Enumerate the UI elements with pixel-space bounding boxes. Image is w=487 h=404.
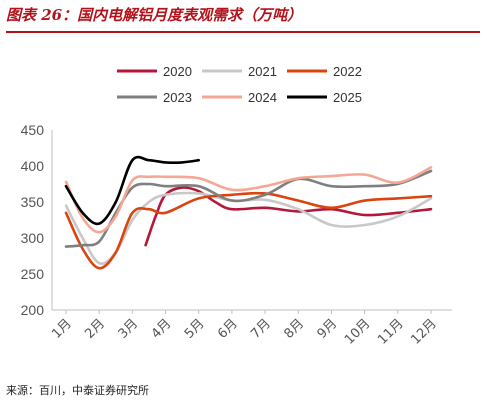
source-note: 来源：百川，中泰证券研究所 [6,384,149,397]
x-tick-label: 12月 [408,316,439,347]
x-tick-label: 9月 [315,316,341,342]
x-tick-label: 8月 [281,316,307,342]
series-line-2023 [64,169,433,248]
series-line-2020 [144,186,433,247]
legend-label-2025: 2025 [333,90,362,105]
legend: 2020 2021 2022 2023 2024 2025 [117,64,362,105]
x-tick-label: 3月 [116,316,142,342]
legend-label-2024: 2024 [248,90,277,105]
series-line-2025 [64,155,200,226]
x-tick-label: 10月 [342,316,373,347]
series-lines [64,155,433,270]
y-tick-label: 400 [21,158,45,174]
chart-title: 图表 26：国内电解铝月度表观需求（万吨） [6,6,303,24]
legend-label-2020: 2020 [163,64,192,79]
x-axis: 1月 2月 3月 4月 5月 6月 7月 8月 9月 10月 11月 12月 [49,309,452,348]
legend-label-2023: 2023 [163,90,192,105]
legend-label-2021: 2021 [248,64,277,79]
x-tick-label: 7月 [248,316,274,342]
x-tick-label: 2月 [82,316,108,342]
y-axis: 200 250 300 350 400 450 [21,122,53,318]
y-tick-label: 450 [21,122,45,138]
x-tick-label: 6月 [215,316,241,342]
y-tick-label: 300 [21,230,45,246]
y-tick-label: 200 [21,302,45,318]
y-tick-label: 350 [21,194,45,210]
legend-label-2022: 2022 [333,64,362,79]
series-line-2024 [64,166,433,234]
x-tick-label: 11月 [375,316,406,347]
y-tick-label: 250 [21,266,45,282]
series-line-2022 [64,191,433,270]
x-tick-label: 4月 [149,316,175,342]
x-tick-label: 1月 [49,316,75,342]
series-line-2021 [64,191,433,266]
title-rule [6,31,480,33]
x-tick-label: 5月 [182,316,208,342]
